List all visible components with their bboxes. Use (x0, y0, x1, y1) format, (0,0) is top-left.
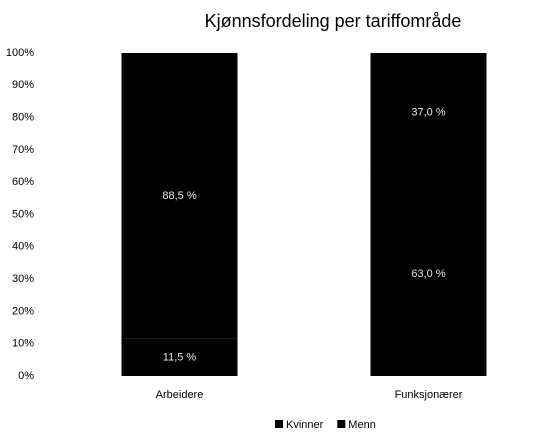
y-tick-label: 90% (12, 79, 34, 91)
value-label: 88,5 % (162, 190, 196, 202)
x-tick-label: Arbeidere (156, 389, 204, 401)
y-tick-label: 20% (12, 305, 34, 317)
y-tick-label: 80% (12, 112, 34, 124)
y-tick-label: 10% (12, 338, 34, 350)
x-tick-label: Funksjonærer (395, 389, 463, 401)
y-tick-label: 40% (12, 241, 34, 253)
y-tick-label: 50% (12, 208, 34, 220)
y-tick-label: 100% (6, 47, 34, 59)
y-tick-label: 70% (12, 144, 34, 156)
y-tick-label: 0% (18, 370, 34, 382)
bar-segment (370, 53, 487, 173)
chart-title: Kjønnsfordeling per tariffområde (205, 11, 462, 31)
value-label: 63,0 % (411, 268, 445, 280)
value-label: 11,5 % (163, 351, 197, 363)
bar-segment (370, 172, 487, 376)
legend-swatch (275, 420, 283, 428)
value-label: 37,0 % (411, 107, 445, 119)
bar-segment (121, 53, 238, 339)
bar-segment (121, 338, 238, 376)
legend-label: Menn (348, 419, 376, 431)
legend-label: Kvinner (286, 419, 324, 431)
y-tick-label: 30% (12, 273, 34, 285)
legend-swatch (337, 420, 346, 428)
y-tick-label: 60% (12, 176, 34, 188)
